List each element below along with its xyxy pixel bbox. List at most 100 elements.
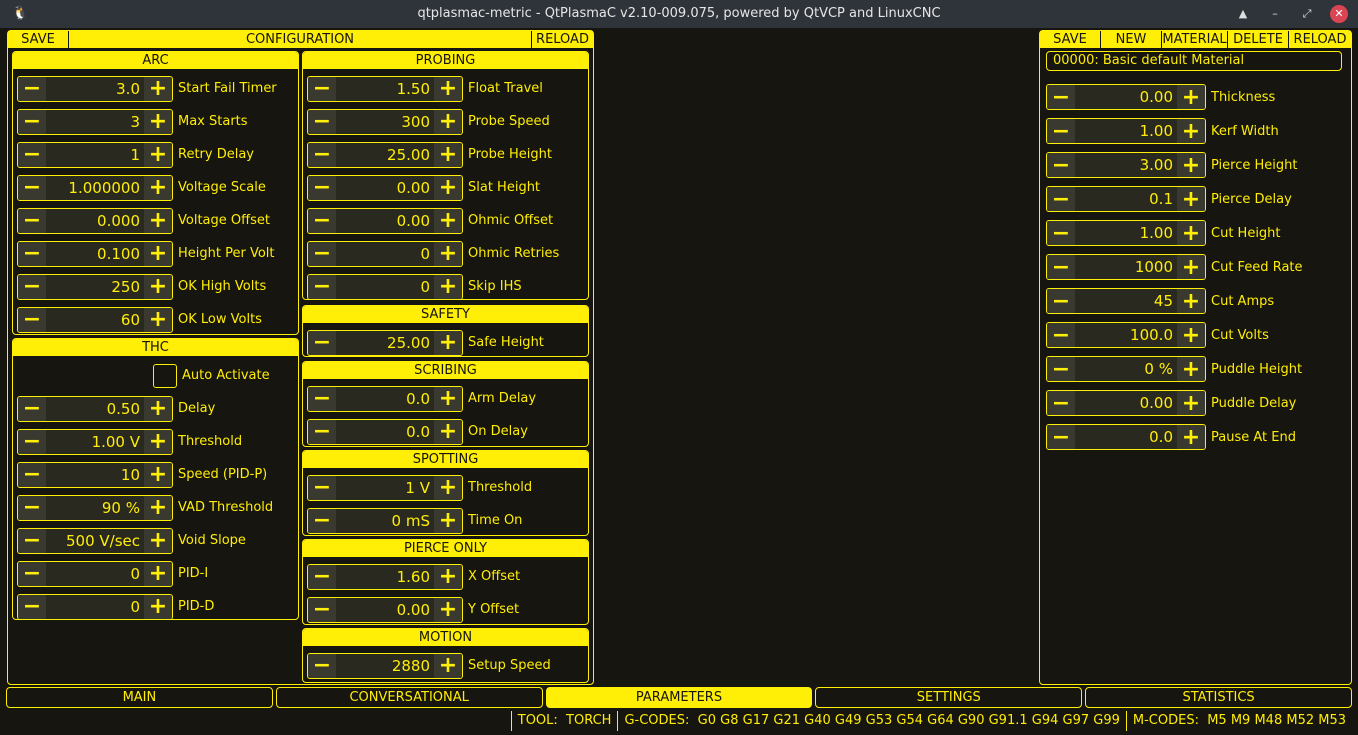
probe-height-spinbox[interactable]: − 25.00 + <box>307 141 463 168</box>
pid-d-value[interactable]: 0 <box>130 597 140 616</box>
increment-button[interactable]: + <box>144 528 172 553</box>
kerf-width-spinbox[interactable]: − 1.00 + <box>1046 118 1206 144</box>
start-fail-timer-spinbox[interactable]: − 3.0 + <box>17 75 173 102</box>
increment-button[interactable]: + <box>144 396 172 421</box>
material-reload-button[interactable]: RELOAD <box>1293 32 1347 47</box>
height-per-volt-value[interactable]: 0.100 <box>97 244 140 263</box>
safe-height-value[interactable]: 25.00 <box>387 333 430 352</box>
puddle-height-spinbox[interactable]: − 0 % + <box>1046 356 1206 382</box>
tab-parameters[interactable]: PARAMETERS <box>545 687 813 708</box>
decrement-button[interactable]: − <box>308 330 336 355</box>
decrement-button[interactable]: − <box>308 241 336 266</box>
decrement-button[interactable]: − <box>308 386 336 411</box>
threshold-value[interactable]: 1.00 V <box>91 432 140 451</box>
thickness-spinbox[interactable]: − 0.00 + <box>1046 84 1206 110</box>
increment-button[interactable]: + <box>144 429 172 454</box>
decrement-button[interactable]: − <box>1047 289 1075 313</box>
decrement-button[interactable]: − <box>308 419 336 444</box>
close-icon[interactable]: ✕ <box>1330 5 1348 23</box>
voltage-offset-value[interactable]: 0.000 <box>97 211 140 230</box>
max-starts-value[interactable]: 3 <box>130 112 140 131</box>
float-travel-spinbox[interactable]: − 1.50 + <box>307 75 463 102</box>
y-offset-spinbox[interactable]: − 0.00 + <box>307 596 463 623</box>
decrement-button[interactable]: − <box>1047 323 1075 347</box>
increment-button[interactable]: + <box>434 76 462 101</box>
retry-delay-spinbox[interactable]: − 1 + <box>17 141 173 168</box>
safe-height-spinbox[interactable]: − 25.00 + <box>307 329 463 356</box>
decrement-button[interactable]: − <box>308 142 336 167</box>
decrement-button[interactable]: − <box>308 274 336 299</box>
increment-button[interactable]: + <box>144 594 172 619</box>
pid-i-value[interactable]: 0 <box>130 564 140 583</box>
increment-button[interactable]: + <box>144 307 172 332</box>
ohmic-retries-spinbox[interactable]: − 0 + <box>307 240 463 267</box>
time-on-spinbox[interactable]: − 0 mS + <box>307 507 463 534</box>
speed-pid-p-spinbox[interactable]: − 10 + <box>17 461 173 488</box>
cut-feed-rate-spinbox[interactable]: − 1000 + <box>1046 254 1206 280</box>
ok-low-volts-spinbox[interactable]: − 60 + <box>17 306 173 333</box>
decrement-button[interactable]: − <box>18 109 46 134</box>
float-travel-value[interactable]: 1.50 <box>396 79 430 98</box>
threshold-spinbox[interactable]: − 1.00 V + <box>17 428 173 455</box>
keep-above-icon[interactable]: ▲ <box>1238 7 1248 20</box>
decrement-button[interactable]: − <box>18 594 46 619</box>
y-offset-value[interactable]: 0.00 <box>396 600 430 619</box>
decrement-button[interactable]: − <box>18 307 46 332</box>
increment-button[interactable]: + <box>434 508 462 533</box>
threshold-spinbox[interactable]: − 1 V + <box>307 474 463 501</box>
decrement-button[interactable]: − <box>18 495 46 520</box>
cut-feed-rate-value[interactable]: 1000 <box>1134 258 1173 276</box>
delay-value[interactable]: 0.50 <box>106 399 140 418</box>
max-starts-spinbox[interactable]: − 3 + <box>17 108 173 135</box>
increment-button[interactable]: + <box>434 175 462 200</box>
skip-ihs-spinbox[interactable]: − 0 + <box>307 273 463 300</box>
pid-i-spinbox[interactable]: − 0 + <box>17 560 173 587</box>
ohmic-retries-value[interactable]: 0 <box>420 244 430 263</box>
increment-button[interactable]: + <box>434 386 462 411</box>
void-slope-spinbox[interactable]: − 500 V/sec + <box>17 527 173 554</box>
pierce-delay-value[interactable]: 0.1 <box>1149 190 1173 208</box>
pierce-delay-spinbox[interactable]: − 0.1 + <box>1046 186 1206 212</box>
increment-button[interactable]: + <box>144 561 172 586</box>
config-reload-button[interactable]: RELOAD <box>536 32 589 47</box>
arm-delay-spinbox[interactable]: − 0.0 + <box>307 385 463 412</box>
decrement-button[interactable]: − <box>1047 153 1075 177</box>
maximize-icon[interactable]: ⤢ <box>1302 7 1312 20</box>
probe-speed-spinbox[interactable]: − 300 + <box>307 108 463 135</box>
slat-height-value[interactable]: 0.00 <box>396 178 430 197</box>
decrement-button[interactable]: − <box>18 396 46 421</box>
material-save-button[interactable]: SAVE <box>1040 31 1101 48</box>
increment-button[interactable]: + <box>434 653 462 678</box>
decrement-button[interactable]: − <box>18 208 46 233</box>
decrement-button[interactable]: − <box>1047 221 1075 245</box>
decrement-button[interactable]: − <box>1047 255 1075 279</box>
pause-at-end-value[interactable]: 0.0 <box>1149 428 1173 446</box>
increment-button[interactable]: + <box>1177 357 1205 381</box>
increment-button[interactable]: + <box>434 109 462 134</box>
increment-button[interactable]: + <box>144 274 172 299</box>
cut-amps-value[interactable]: 45 <box>1153 292 1173 310</box>
pierce-height-value[interactable]: 3.00 <box>1139 156 1173 174</box>
cut-height-value[interactable]: 1.00 <box>1139 224 1173 242</box>
height-per-volt-spinbox[interactable]: − 0.100 + <box>17 240 173 267</box>
config-save-button[interactable]: SAVE <box>8 31 69 48</box>
increment-button[interactable]: + <box>1177 85 1205 109</box>
x-offset-spinbox[interactable]: − 1.60 + <box>307 563 463 590</box>
decrement-button[interactable]: − <box>1047 425 1075 449</box>
vad-threshold-spinbox[interactable]: − 90 % + <box>17 494 173 521</box>
thickness-value[interactable]: 0.00 <box>1139 88 1173 106</box>
x-offset-value[interactable]: 1.60 <box>396 567 430 586</box>
decrement-button[interactable]: − <box>18 274 46 299</box>
decrement-button[interactable]: − <box>308 109 336 134</box>
vad-threshold-value[interactable]: 90 % <box>101 498 140 517</box>
increment-button[interactable]: + <box>434 330 462 355</box>
decrement-button[interactable]: − <box>1047 119 1075 143</box>
increment-button[interactable]: + <box>434 419 462 444</box>
decrement-button[interactable]: − <box>1047 357 1075 381</box>
cut-volts-value[interactable]: 100.0 <box>1130 326 1173 344</box>
setup-speed-value[interactable]: 2880 <box>391 656 430 675</box>
start-fail-timer-value[interactable]: 3.0 <box>116 79 140 98</box>
decrement-button[interactable]: − <box>1047 391 1075 415</box>
increment-button[interactable]: + <box>434 564 462 589</box>
kerf-width-value[interactable]: 1.00 <box>1139 122 1173 140</box>
